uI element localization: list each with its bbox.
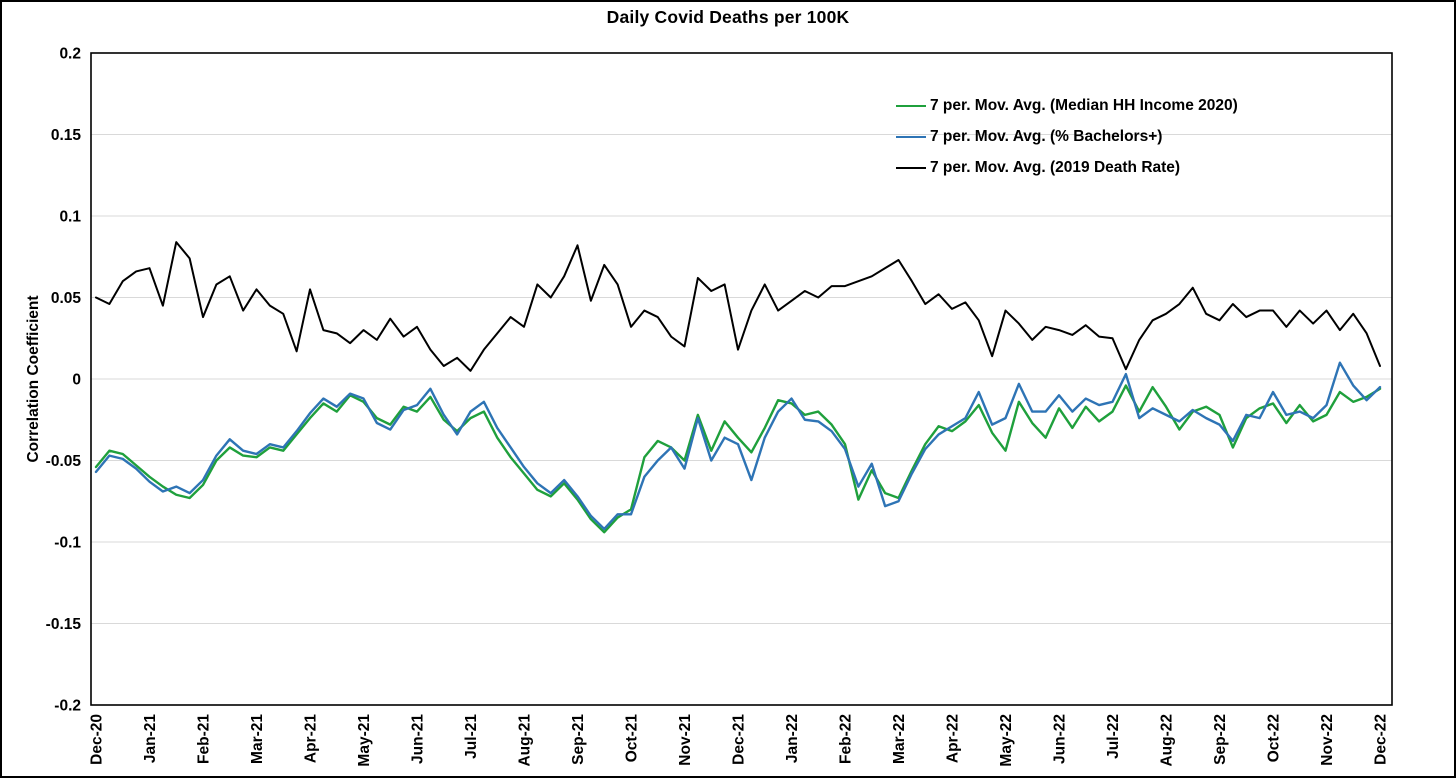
x-tick-label: Nov-22 — [1319, 714, 1336, 766]
legend: 7 per. Mov. Avg. (Median HH Income 2020)… — [896, 90, 1238, 183]
x-tick-label: Sep-21 — [570, 714, 587, 765]
series-line — [95, 241, 1381, 372]
y-tick-label: 0.1 — [59, 209, 81, 226]
y-tick-label: -0.1 — [54, 535, 81, 552]
chart-title: Daily Covid Deaths per 100K — [606, 7, 850, 27]
x-tick-label: Jan-22 — [784, 714, 801, 763]
x-tick-label: Aug-21 — [517, 714, 534, 767]
x-tick-label: Nov-21 — [677, 714, 694, 766]
x-tick-label: Oct-22 — [1266, 714, 1283, 762]
x-tick-label: May-22 — [998, 714, 1015, 767]
x-tick-label: Jan-21 — [142, 714, 159, 763]
x-tick-label: May-21 — [356, 714, 373, 767]
legend-label: 7 per. Mov. Avg. (% Bachelors+) — [930, 127, 1163, 145]
legend-line-icon — [896, 166, 926, 169]
x-tick-label: Jun-22 — [1052, 714, 1069, 764]
x-tick-label: Dec-22 — [1373, 714, 1390, 765]
x-tick-label: Jun-21 — [410, 714, 427, 764]
x-tick-label: Aug-22 — [1159, 714, 1176, 767]
legend-item: 7 per. Mov. Avg. (2019 Death Rate) — [896, 152, 1238, 183]
x-tick-label: Mar-22 — [891, 714, 908, 764]
x-tick-label: Sep-22 — [1212, 714, 1229, 765]
legend-label: 7 per. Mov. Avg. (Median HH Income 2020) — [930, 96, 1238, 114]
legend-line-icon — [896, 104, 926, 107]
x-tick-label: Apr-21 — [303, 714, 320, 763]
x-tick-label: Dec-21 — [731, 714, 748, 765]
legend-line-icon — [896, 135, 926, 138]
x-tick-label: Jul-22 — [1105, 714, 1122, 759]
legend-item: 7 per. Mov. Avg. (Median HH Income 2020) — [896, 90, 1238, 121]
x-tick-label: Apr-22 — [945, 714, 962, 763]
x-tick-label: Feb-21 — [196, 714, 213, 764]
series-line — [94, 361, 1382, 531]
x-tick-label: Oct-21 — [624, 714, 641, 763]
y-tick-label: -0.2 — [54, 698, 81, 715]
y-tick-label: 0.05 — [51, 290, 82, 307]
y-tick-label: -0.15 — [46, 616, 82, 633]
legend-label: 7 per. Mov. Avg. (2019 Death Rate) — [930, 158, 1181, 176]
legend-item: 7 per. Mov. Avg. (% Bachelors+) — [896, 121, 1238, 152]
x-tick-label: Dec-20 — [89, 714, 106, 765]
series-line — [94, 384, 1382, 534]
y-tick-label: 0.15 — [51, 127, 82, 144]
plot-border — [90, 52, 1393, 706]
y-tick-label: 0.2 — [59, 46, 81, 63]
y-tick-label: 0 — [72, 372, 81, 389]
x-tick-label: Mar-21 — [249, 714, 266, 764]
y-tick-label: -0.05 — [46, 453, 82, 470]
x-tick-label: Jul-21 — [463, 714, 480, 759]
x-tick-label: Feb-22 — [838, 714, 855, 764]
